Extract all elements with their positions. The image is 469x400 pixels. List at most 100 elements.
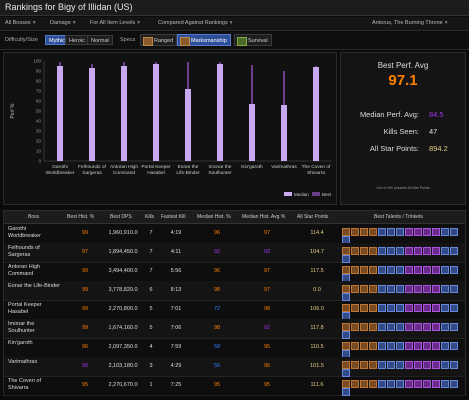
- talent-icon[interactable]: [423, 304, 431, 312]
- boss-name-cell[interactable]: Varimathras: [8, 359, 38, 365]
- talent-icon[interactable]: [450, 361, 458, 369]
- talent-icon[interactable]: [396, 247, 404, 255]
- trinket-icon[interactable]: [369, 304, 377, 312]
- trinket-icon[interactable]: [342, 247, 350, 255]
- trinket-icon[interactable]: [342, 361, 350, 369]
- trinket-icon[interactable]: [342, 380, 350, 388]
- difficulty-heroic-button[interactable]: Heroic: [65, 35, 89, 45]
- talent-icon[interactable]: [405, 323, 413, 331]
- table-row[interactable]: Imonar the Soulhunter 99 1,674,160.0 5 7:06 9…: [4, 319, 465, 339]
- talent-icon[interactable]: [387, 380, 395, 388]
- talent-icon[interactable]: [387, 342, 395, 350]
- trinket-icon[interactable]: [369, 266, 377, 274]
- talent-icon[interactable]: [441, 266, 449, 274]
- talent-icon[interactable]: [450, 247, 458, 255]
- talent-icon[interactable]: [432, 304, 440, 312]
- trinket-icon[interactable]: [360, 380, 368, 388]
- trinket-icon[interactable]: [342, 285, 350, 293]
- trinket-icon[interactable]: [351, 285, 359, 293]
- talent-icon[interactable]: [378, 266, 386, 274]
- spec-survival-button[interactable]: Survival: [234, 34, 272, 46]
- trinket-icon[interactable]: [351, 323, 359, 331]
- spec-ranged-button[interactable]: Ranged: [140, 34, 178, 46]
- boss-name-cell[interactable]: Antoran High Command: [8, 264, 41, 277]
- talent-icon[interactable]: [423, 266, 431, 274]
- table-row[interactable]: Varimathras 90 2,103,180.0 3 4:29 56 96 101.5: [4, 357, 465, 377]
- comparison-dropdown[interactable]: Compared Against Rankings ▾: [158, 20, 233, 26]
- trinket-icon[interactable]: [369, 228, 377, 236]
- talent-icon[interactable]: [414, 247, 422, 255]
- trinket-icon[interactable]: [342, 228, 350, 236]
- item-level-dropdown[interactable]: For All Item Levels ▾: [90, 20, 141, 26]
- talent-icon[interactable]: [342, 293, 350, 301]
- table-row[interactable]: Portal Keeper Hasabel 99 2,270,800.0 5 7:01 7…: [4, 300, 465, 320]
- header-fastest-kill[interactable]: Fastest Kill: [161, 214, 186, 220]
- talent-icon[interactable]: [423, 228, 431, 236]
- talent-icon[interactable]: [396, 342, 404, 350]
- talent-icon[interactable]: [378, 342, 386, 350]
- header-median-hist[interactable]: Median Hist. %: [197, 214, 231, 220]
- trinket-icon[interactable]: [360, 266, 368, 274]
- talent-icon[interactable]: [414, 342, 422, 350]
- trinket-icon[interactable]: [351, 361, 359, 369]
- talent-icon[interactable]: [378, 228, 386, 236]
- talent-icon[interactable]: [450, 285, 458, 293]
- talent-icon[interactable]: [423, 285, 431, 293]
- trinket-icon[interactable]: [342, 323, 350, 331]
- trinket-icon[interactable]: [351, 266, 359, 274]
- header-all-star[interactable]: All Star Points: [297, 214, 329, 220]
- talent-icon[interactable]: [387, 304, 395, 312]
- talent-icon[interactable]: [396, 361, 404, 369]
- talent-icon[interactable]: [378, 285, 386, 293]
- table-row[interactable]: Eonar the Life-Binder 99 3,778,820.0 6 8:13 9…: [4, 281, 465, 301]
- talent-icon[interactable]: [432, 247, 440, 255]
- talent-icon[interactable]: [450, 304, 458, 312]
- talent-icon[interactable]: [405, 342, 413, 350]
- talent-icon[interactable]: [423, 323, 431, 331]
- talent-icon[interactable]: [405, 380, 413, 388]
- talent-icon[interactable]: [450, 266, 458, 274]
- talent-icon[interactable]: [378, 304, 386, 312]
- boss-filter-dropdown[interactable]: All Bosses ▾: [5, 20, 36, 26]
- talent-icon[interactable]: [378, 247, 386, 255]
- talent-icon[interactable]: [441, 323, 449, 331]
- talent-icon[interactable]: [450, 323, 458, 331]
- talent-icon[interactable]: [450, 342, 458, 350]
- talent-icon[interactable]: [405, 228, 413, 236]
- talent-icon[interactable]: [450, 380, 458, 388]
- talent-icon[interactable]: [396, 304, 404, 312]
- spec-marksmanship-button[interactable]: Marksmanship: [177, 34, 231, 46]
- talent-icon[interactable]: [432, 285, 440, 293]
- trinket-icon[interactable]: [360, 285, 368, 293]
- talent-icon[interactable]: [378, 361, 386, 369]
- boss-name-cell[interactable]: Garothi Worldbreaker: [8, 226, 41, 239]
- talent-icon[interactable]: [414, 304, 422, 312]
- header-best-hist[interactable]: Best Hist. %: [67, 214, 95, 220]
- trinket-icon[interactable]: [360, 228, 368, 236]
- talent-icon[interactable]: [441, 304, 449, 312]
- raid-zone-dropdown[interactable]: Antorus, The Burning Throne ▾: [372, 20, 448, 26]
- trinket-icon[interactable]: [351, 304, 359, 312]
- boss-name-cell[interactable]: Felhounds of Sargeras: [8, 245, 40, 258]
- talent-icon[interactable]: [441, 342, 449, 350]
- talent-icon[interactable]: [432, 361, 440, 369]
- talent-icon[interactable]: [378, 323, 386, 331]
- trinket-icon[interactable]: [351, 342, 359, 350]
- boss-name-cell[interactable]: Portal Keeper Hasabel: [8, 302, 42, 315]
- talent-icon[interactable]: [396, 228, 404, 236]
- header-best-dps[interactable]: Best DPS: [110, 214, 132, 220]
- talent-icon[interactable]: [405, 304, 413, 312]
- trinket-icon[interactable]: [351, 247, 359, 255]
- trinket-icon[interactable]: [360, 342, 368, 350]
- talent-icon[interactable]: [441, 380, 449, 388]
- trinket-icon[interactable]: [369, 361, 377, 369]
- trinket-icon[interactable]: [342, 342, 350, 350]
- trinket-icon[interactable]: [351, 380, 359, 388]
- trinket-icon[interactable]: [369, 285, 377, 293]
- header-median-avg[interactable]: Median Hist. Avg %: [242, 214, 286, 220]
- talent-icon[interactable]: [387, 247, 395, 255]
- talent-icon[interactable]: [450, 228, 458, 236]
- talent-icon[interactable]: [423, 380, 431, 388]
- talent-icon[interactable]: [432, 342, 440, 350]
- table-row[interactable]: Kin'garoth 96 2,097,350.0 4 7:59 58 95 110.5: [4, 338, 465, 358]
